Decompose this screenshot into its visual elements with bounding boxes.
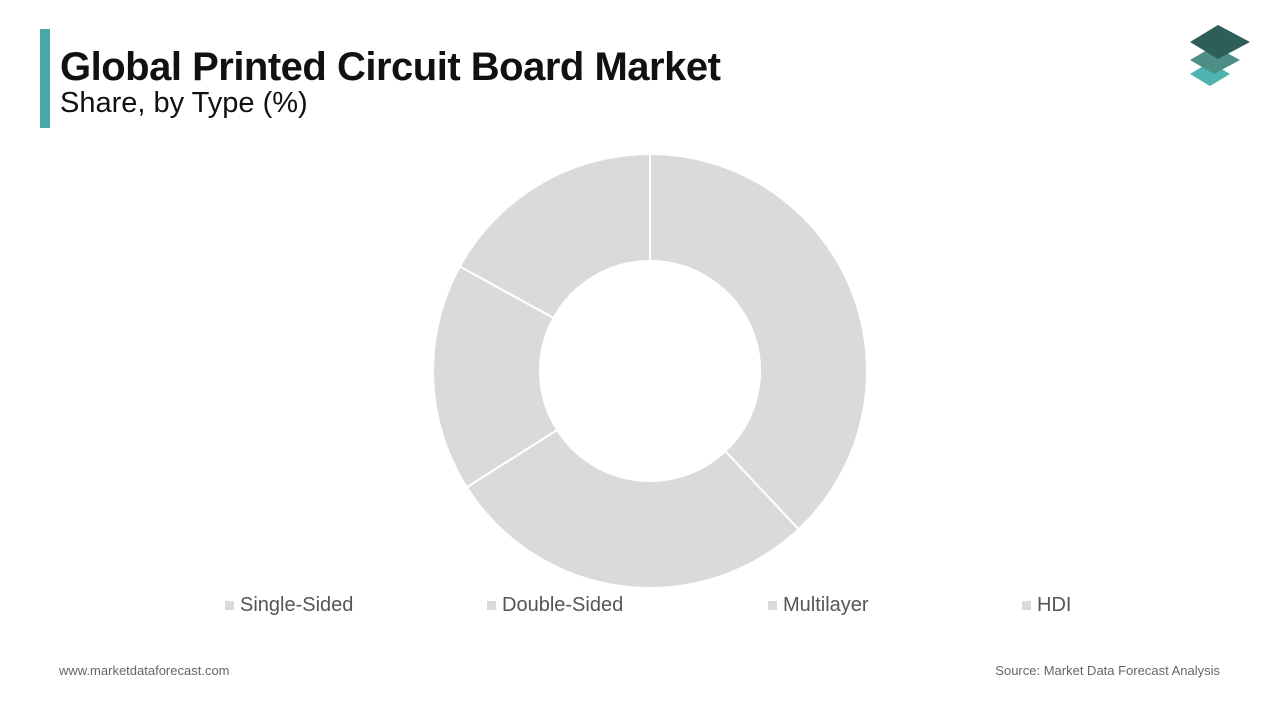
legend-item-single-sided: Single-Sided	[225, 594, 353, 617]
title-accent-bar	[40, 29, 50, 128]
legend-label: HDI	[1037, 594, 1072, 616]
donut-slice-multilayer	[432, 265, 559, 489]
legend-item-multilayer: Multilayer	[768, 594, 869, 617]
chart-title: Global Printed Circuit Board Market	[60, 45, 721, 89]
legend-item-double-sided: Double-Sided	[487, 594, 623, 617]
legend-label: Single-Sided	[240, 594, 354, 616]
legend-swatch	[487, 601, 496, 610]
donut-slice-hdi	[458, 152, 651, 320]
donut-slice-single-sided	[649, 152, 868, 531]
chart-subtitle: Share, by Type (%)	[60, 87, 308, 119]
logo-layer-middle	[1190, 46, 1240, 74]
legend-swatch	[225, 601, 234, 610]
logo-layer-top	[1190, 25, 1250, 59]
legend-label: Multilayer	[783, 594, 869, 616]
legend-swatch	[1022, 601, 1031, 610]
legend-swatch	[768, 601, 777, 610]
chart-legend: Single-Sided Double-Sided Multilayer HDI	[0, 594, 1280, 620]
legend-item-hdi: HDI	[1022, 594, 1071, 617]
layers-logo-icon	[1190, 25, 1250, 86]
footer-source: Source: Market Data Forecast Analysis	[995, 663, 1220, 678]
footer-website: www.marketdataforecast.com	[59, 663, 230, 678]
donut-slice-double-sided	[465, 428, 800, 589]
legend-label: Double-Sided	[502, 594, 624, 616]
